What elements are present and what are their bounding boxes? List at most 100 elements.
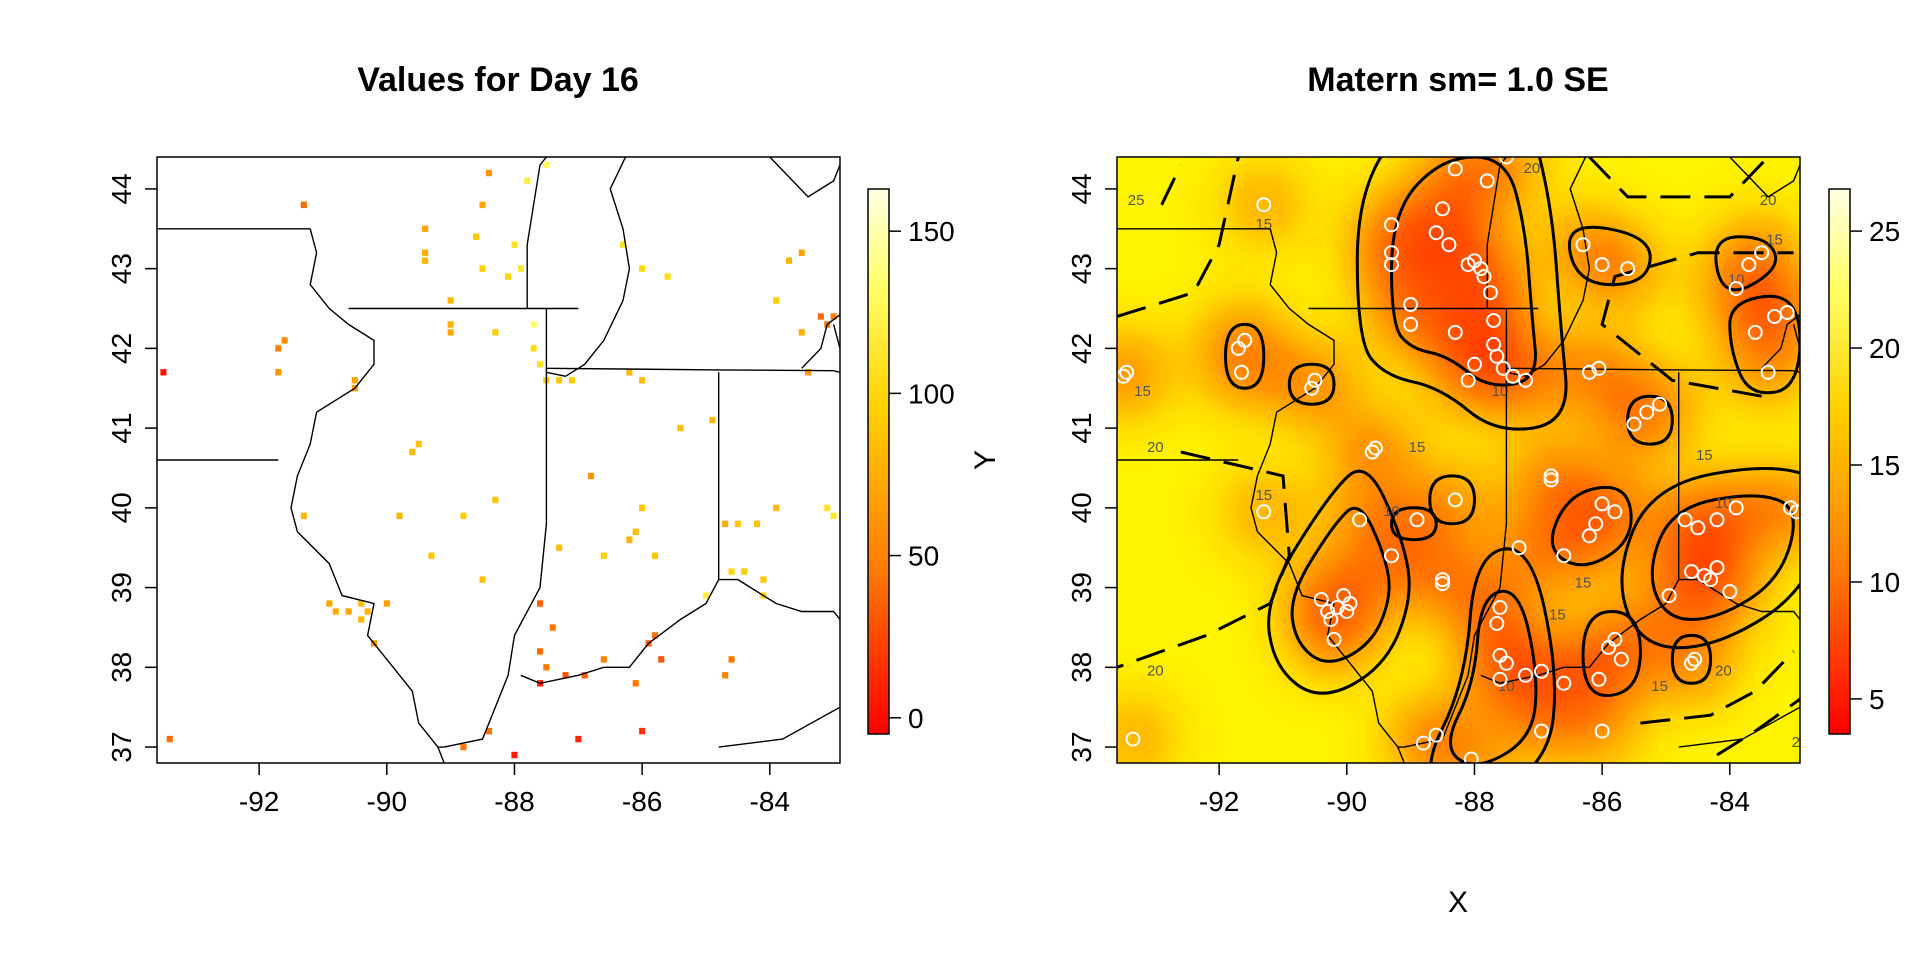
right-y-axis-label: Y (969, 450, 1002, 470)
station-marker (1661, 588, 1677, 604)
contour-label: 20 (1147, 439, 1164, 456)
station-marker (1754, 245, 1770, 261)
state-border-line (1678, 706, 1800, 748)
station-marker (1687, 651, 1703, 667)
state-border-line (520, 579, 720, 685)
field-core (1537, 465, 1566, 494)
x-tick-label: -92 (1199, 786, 1239, 817)
data-cell (511, 751, 518, 759)
legend-tick-label: 50 (908, 541, 939, 572)
data-cell (626, 536, 633, 543)
left-plot-frame (156, 156, 841, 764)
data-cell (479, 201, 486, 209)
y-tick-label: 40 (1066, 492, 1097, 523)
station-marker (1575, 237, 1591, 253)
station-marker (1543, 468, 1559, 484)
field-core (1119, 725, 1147, 754)
state-border-line (718, 578, 840, 620)
field-core (1584, 354, 1613, 383)
field-core (1227, 358, 1256, 387)
y-tick-label: 37 (106, 731, 137, 762)
contour-line (1716, 697, 1800, 757)
data-cell (460, 743, 467, 751)
contour-lines (1117, 157, 1800, 763)
field-core (1655, 581, 1684, 610)
data-cell (556, 544, 563, 551)
state-border-line (1729, 157, 1800, 198)
left-color-legend (867, 188, 890, 735)
field-core (1505, 533, 1534, 562)
field-core (1249, 190, 1278, 219)
data-cell (741, 568, 748, 575)
data-cell (805, 369, 812, 376)
station-marker (1364, 444, 1380, 460)
data-cell (639, 377, 646, 384)
station-marker (1690, 520, 1706, 536)
contour-line (1714, 235, 1778, 292)
field-core (1588, 717, 1617, 746)
station-marker (1119, 364, 1135, 380)
station-marker (1256, 504, 1272, 520)
left-panel: Values for Day 16 -92 -90 -88 -86 -84 37 38 39… (106, 61, 955, 817)
station-marker (1384, 245, 1399, 261)
right-chart-title: Matern sm= 1.0 SE (1307, 61, 1608, 99)
contour-label: 20 (1760, 192, 1777, 209)
station-marker (1473, 261, 1489, 277)
contour-label: 20 (1524, 160, 1541, 177)
field-core (1479, 306, 1508, 335)
data-cell (383, 600, 390, 607)
data-cell (728, 568, 735, 575)
right-plot-frame (1116, 156, 1801, 764)
station-marker (1489, 616, 1505, 631)
data-cell (734, 520, 741, 527)
contour-label: 10 (1383, 503, 1400, 520)
y-tick-label: 40 (106, 492, 137, 523)
data-cell (824, 504, 831, 512)
data-cell (588, 472, 595, 480)
y-tick-label: 38 (1066, 652, 1097, 683)
field-core (1569, 230, 1597, 259)
field-core (1620, 410, 1648, 439)
data-cell (728, 656, 735, 663)
data-cell (326, 600, 333, 607)
data-cell (785, 257, 792, 264)
y-tick-label: 42 (106, 333, 137, 364)
station-marker (1409, 512, 1425, 528)
legend-tick-label: 150 (908, 216, 955, 247)
station-markers (1117, 157, 1800, 763)
station-marker (1342, 596, 1358, 611)
station-marker (1326, 631, 1342, 647)
field-core (1722, 493, 1751, 522)
station-marker (1435, 201, 1450, 217)
station-marker (1747, 324, 1763, 340)
data-cell (479, 576, 486, 583)
station-marker (1428, 225, 1444, 241)
y-tick-label: 44 (106, 173, 137, 204)
station-marker (1495, 360, 1511, 376)
field-core (1428, 569, 1457, 598)
field-core (1377, 210, 1406, 239)
contour-label: 25 (1792, 734, 1809, 751)
station-marker (1518, 372, 1533, 388)
right-legend-axis: 5 10 15 20 25 (1850, 216, 1900, 715)
contour-line (1670, 633, 1713, 685)
station-marker (1368, 440, 1383, 456)
y-tick-label: 43 (1066, 253, 1097, 284)
station-marker (1125, 731, 1141, 747)
station-marker (1304, 380, 1320, 396)
contour-label: 10 (1492, 383, 1509, 400)
data-cell (275, 369, 282, 376)
right-color-legend (1828, 188, 1851, 735)
data-cell (517, 265, 524, 272)
data-cell (460, 512, 467, 519)
data-cell (422, 249, 429, 256)
state-border-line (801, 313, 840, 369)
station-marker (1607, 631, 1623, 647)
data-cell (345, 608, 352, 615)
y-tick-label: 43 (106, 253, 137, 284)
data-cell (626, 369, 633, 376)
contour-label: 10 (1715, 495, 1732, 512)
data-cell (568, 377, 575, 384)
data-cell (415, 440, 422, 448)
field-core (1224, 334, 1253, 363)
